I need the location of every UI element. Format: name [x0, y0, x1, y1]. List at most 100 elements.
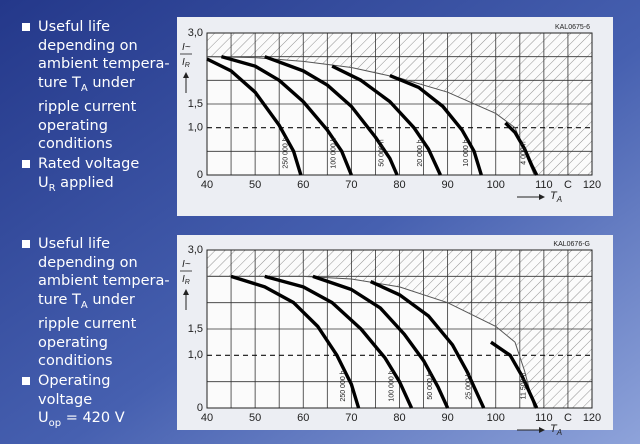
x-tick-label: C: [564, 412, 572, 424]
text-line: UR applied: [38, 174, 182, 198]
life-curve: [264, 55, 399, 176]
x-label-subscript: A: [556, 195, 562, 204]
text: ture T: [38, 291, 81, 308]
text-line: ripple current: [38, 98, 182, 117]
life-curve: [331, 64, 442, 176]
x-tick-label: 40: [201, 412, 213, 424]
text-line: ambient tempera-: [38, 272, 182, 291]
text: depending on: [38, 254, 138, 271]
life-curve: [230, 274, 361, 409]
bullet: Useful life depending on ambient tempera-t…: [22, 235, 182, 371]
text-line: Rated voltage: [38, 155, 182, 174]
curve-label: 4 000 h: [521, 141, 528, 164]
x-tick-label: 110: [535, 412, 553, 424]
x-tick-label: 70: [345, 412, 357, 424]
subscript: A: [80, 82, 88, 94]
curve-label: 25 000 h: [465, 372, 472, 399]
chart-code: KAL0676-G: [553, 241, 590, 248]
text: = 420 V: [61, 410, 125, 427]
x-tick-label: 100: [487, 179, 505, 191]
x-label-subscript: A: [556, 428, 562, 437]
text-line: depending on: [38, 254, 182, 273]
y-tick-label: 0: [197, 402, 203, 414]
life-curve: [206, 57, 303, 176]
text-line: ripple current: [38, 315, 182, 334]
x-tick-label: C: [564, 179, 572, 191]
x-tick-label: 100: [487, 412, 505, 424]
text: applied: [55, 174, 114, 191]
text: Operating: [38, 373, 111, 390]
x-tick-label: 70: [345, 179, 357, 191]
text-line: Useful life: [38, 235, 182, 254]
text-line: ture TA under: [38, 74, 182, 98]
subscript: op: [48, 418, 62, 430]
text-line: Uop = 420 V: [38, 409, 182, 433]
x-tick-label: 40: [201, 179, 213, 191]
y-tick-label: 1,5: [188, 323, 203, 335]
text: U: [38, 174, 49, 191]
curve-label: 11 500 h: [521, 373, 528, 400]
text: ripple current: [38, 99, 137, 116]
y-label-denominator: I: [182, 57, 185, 68]
text-line: operating: [38, 334, 182, 353]
text: voltage: [38, 391, 93, 408]
text: operating: [38, 334, 108, 351]
y-label-numerator: I~: [182, 259, 191, 270]
curve-label: 100 000 h: [388, 370, 395, 401]
bullet: Useful life depending on ambient tempera-t…: [22, 18, 182, 154]
bullet: Rated voltage UR applied: [22, 155, 182, 198]
text: ambient tempera-: [38, 56, 170, 73]
y-tick-label: 3,0: [188, 27, 203, 39]
text: conditions: [38, 353, 113, 370]
text-line: conditions: [38, 135, 182, 154]
curve-label: 20 000 h: [417, 139, 424, 166]
curve-label: 50 000 h: [427, 372, 434, 399]
text: Useful life: [38, 236, 111, 252]
y-label: IR: [182, 57, 190, 69]
y-label-subscript: R: [185, 279, 190, 286]
y-label: IR: [182, 274, 190, 286]
x-tick-label: 110: [535, 179, 553, 191]
text: U: [38, 410, 49, 427]
text: ripple current: [38, 316, 137, 333]
text: conditions: [38, 136, 113, 153]
life-curve: [504, 121, 539, 176]
x-tick-label: 80: [393, 412, 405, 424]
life-curve: [220, 55, 353, 176]
life-curve: [389, 74, 483, 176]
life-curve: [369, 280, 486, 409]
text: ture T: [38, 74, 81, 91]
x-tick-label: 60: [297, 179, 309, 191]
y-tick-label: 1,0: [188, 349, 203, 361]
chart-code: KAL0675-6: [555, 24, 590, 31]
text-line: depending on: [38, 37, 182, 56]
y-label: I~: [182, 42, 191, 53]
x-tick-label: 50: [249, 412, 261, 424]
y-label-denominator: I: [182, 274, 185, 285]
x-tick-label: 90: [442, 412, 454, 424]
subscript: A: [80, 299, 88, 311]
y-tick-label: 0: [197, 169, 203, 181]
y-tick-label: 1,5: [188, 98, 203, 110]
text-line: ture TA under: [38, 291, 182, 315]
curve-label: 250 000 h: [282, 137, 289, 168]
bullet: Operating voltage Uop = 420 V: [22, 372, 182, 434]
text-line: Operating: [38, 372, 182, 391]
subscript: R: [48, 182, 56, 194]
curve-label: 100 000 h: [331, 137, 338, 168]
x-tick-label: 90: [442, 179, 454, 191]
plot-frame: [206, 32, 593, 176]
text: operating: [38, 117, 108, 134]
y-label-numerator: I~: [182, 42, 191, 53]
text-line: conditions: [38, 352, 182, 371]
life-curve: [264, 274, 414, 409]
life-curve: [312, 274, 450, 409]
text-line: voltage: [38, 391, 182, 410]
x-label: TA: [550, 423, 562, 437]
x-tick-label: 60: [297, 412, 309, 424]
text: Useful life: [38, 19, 111, 35]
y-label-subscript: R: [185, 62, 190, 69]
note-block: Useful life depending on ambient tempera-t…: [22, 18, 182, 199]
